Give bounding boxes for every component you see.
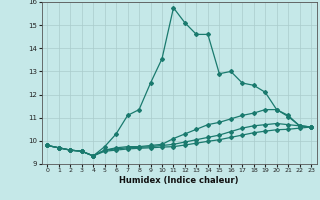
X-axis label: Humidex (Indice chaleur): Humidex (Indice chaleur) [119, 176, 239, 185]
